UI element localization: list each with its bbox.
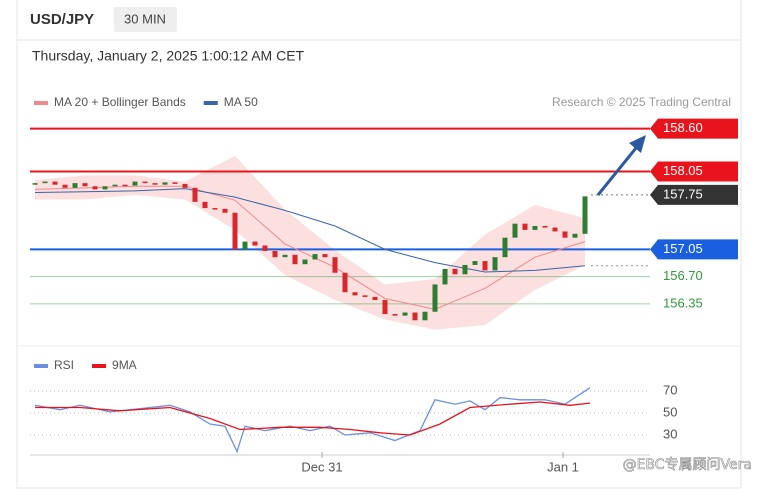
- candle: [282, 254, 288, 258]
- candle: [392, 314, 398, 316]
- series-line: [35, 401, 591, 436]
- candle: [262, 245, 268, 251]
- candle: [152, 183, 158, 185]
- candle: [582, 196, 588, 234]
- candle: [442, 268, 448, 285]
- candle: [72, 183, 78, 188]
- interval-badge: [114, 7, 177, 32]
- candle: [322, 254, 328, 258]
- candle: [182, 183, 188, 188]
- candle: [382, 300, 388, 315]
- candle: [112, 184, 118, 187]
- target-arrow: [596, 142, 642, 196]
- candle: [332, 257, 338, 273]
- candle: [192, 187, 198, 202]
- legend-label: 9MA: [112, 358, 137, 372]
- candle: [42, 181, 48, 184]
- candle: [522, 223, 528, 230]
- candle: [102, 186, 108, 190]
- candle: [372, 296, 378, 301]
- candle: [172, 182, 178, 184]
- legend-label: MA 50: [224, 95, 258, 109]
- level-tag: [650, 161, 738, 182]
- level-label: 157.05: [663, 241, 703, 256]
- ma-line: [34, 185, 586, 310]
- candle: [342, 272, 348, 293]
- candle: [142, 181, 148, 184]
- candle: [132, 181, 138, 186]
- candle: [482, 261, 488, 271]
- legend-swatch: [34, 364, 48, 368]
- candle: [432, 284, 438, 312]
- legend-swatch: [92, 364, 107, 368]
- level-tag: [650, 118, 738, 139]
- candle: [512, 223, 518, 238]
- legend-swatch: [34, 101, 48, 105]
- interval: 30 MIN: [124, 11, 166, 26]
- x-tick-label: Dec 31: [301, 459, 342, 474]
- plot: MA 20 + Bollinger Bands MA 50 158.60 158.05…: [30, 95, 738, 474]
- candle: [242, 241, 248, 250]
- level-tag: [650, 239, 738, 260]
- candle: [572, 233, 578, 238]
- y-tick-label: 30: [663, 426, 677, 441]
- candle: [472, 261, 478, 265]
- y-tick-label: 50: [663, 404, 677, 419]
- candle: [92, 186, 98, 190]
- level-label: 158.05: [663, 163, 703, 178]
- x-tick-label: Jan 1: [547, 459, 579, 474]
- candle: [402, 312, 408, 316]
- candle: [292, 254, 298, 265]
- candle: [202, 201, 208, 209]
- legend-label: MA 20 + Bollinger Bands: [54, 95, 186, 109]
- candle: [462, 264, 468, 275]
- level-tag: [650, 184, 738, 205]
- candle: [352, 292, 358, 296]
- candle: [552, 227, 558, 232]
- candle: [272, 250, 278, 258]
- candle: [122, 184, 128, 187]
- candle: [362, 295, 368, 297]
- legend-label: RSI: [54, 358, 74, 372]
- level-label: 157.75: [663, 186, 703, 201]
- level-label: 156.70: [663, 268, 703, 283]
- ma-line: [34, 188, 586, 273]
- candle: [32, 183, 38, 185]
- candle: [62, 184, 68, 188]
- candle: [312, 254, 318, 260]
- candle: [302, 259, 308, 265]
- legend-swatch: [203, 101, 218, 105]
- card: [16, 0, 742, 489]
- timestamp: Thursday, January 2, 2025 1:00:12 AM CET: [32, 48, 305, 64]
- candle: [252, 241, 258, 246]
- series-line: [34, 387, 591, 454]
- candle: [412, 312, 418, 321]
- watermark: @EBC专属顾问Vera: [623, 457, 752, 473]
- arrow-head: [629, 135, 646, 153]
- candle: [562, 231, 568, 238]
- candle: [222, 208, 228, 213]
- candle: [52, 181, 58, 185]
- level-label: 156.35: [663, 295, 703, 310]
- candle: [162, 182, 168, 185]
- candle: [492, 257, 498, 271]
- candle: [452, 268, 458, 275]
- symbol: USD/JPY: [30, 11, 94, 28]
- candle: [212, 208, 218, 210]
- credit: Research © 2025 Trading Central: [552, 95, 731, 109]
- candle: [542, 226, 548, 228]
- candle: [232, 212, 238, 250]
- candle: [82, 183, 88, 187]
- candle: [532, 226, 538, 230]
- candle: [422, 311, 428, 321]
- candle: [502, 237, 508, 258]
- y-tick-label: 70: [663, 382, 677, 397]
- bollinger-band: [35, 155, 585, 330]
- level-label: 158.60: [663, 120, 703, 135]
